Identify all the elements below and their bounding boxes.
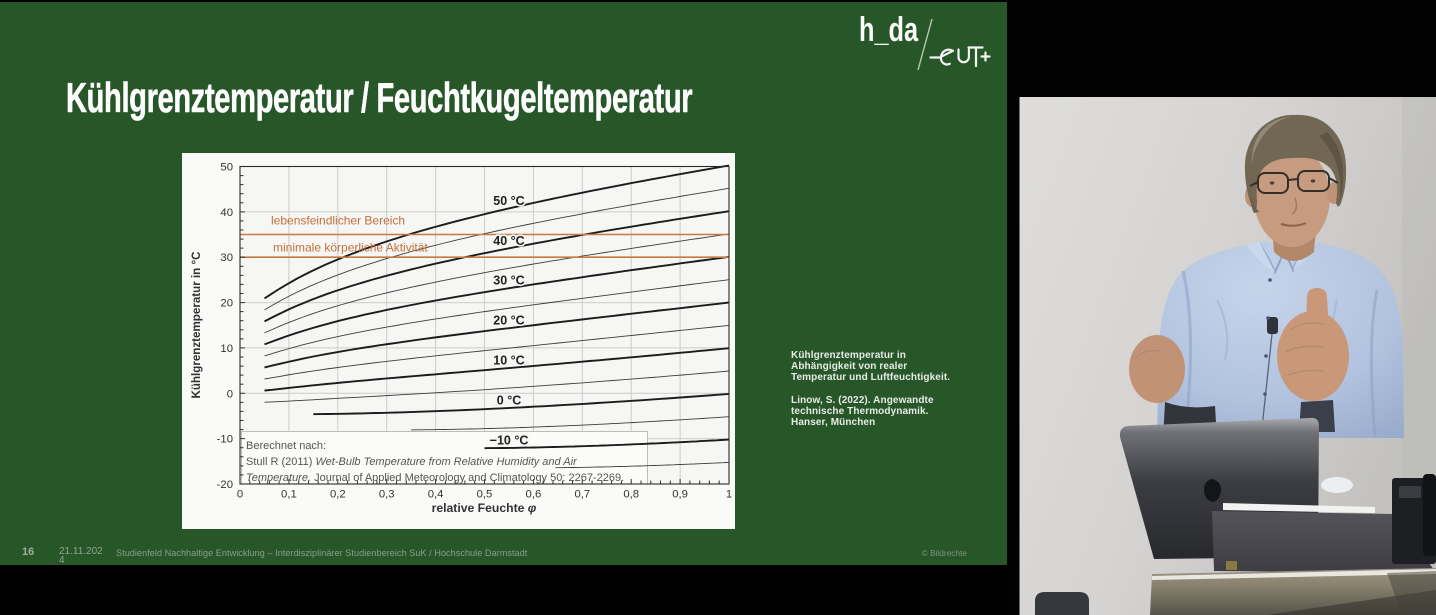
svg-text:Berechnet nach:: Berechnet nach: (246, 440, 326, 452)
svg-text:0: 0 (237, 489, 243, 501)
svg-text:50: 50 (220, 162, 233, 174)
svg-text:20: 20 (220, 298, 233, 310)
svg-text:Stull R (2011) Wet-Bulb Temper: Stull R (2011) Wet-Bulb Temperature from… (246, 456, 578, 468)
svg-text:0,1: 0,1 (281, 489, 297, 501)
svg-text:Kühlgrenztemperatur in °C: Kühlgrenztemperatur in °C (190, 251, 203, 399)
svg-text:0,3: 0,3 (379, 489, 395, 501)
svg-text:40: 40 (220, 207, 233, 219)
svg-text:1: 1 (726, 489, 732, 501)
svg-text:30 °C: 30 °C (493, 274, 524, 288)
svg-text:0,7: 0,7 (574, 489, 590, 501)
svg-text:0,2: 0,2 (330, 489, 346, 501)
svg-text:0,4: 0,4 (428, 489, 444, 501)
svg-text:0,6: 0,6 (526, 489, 542, 501)
svg-text:-20: -20 (217, 479, 233, 491)
svg-text:0,5: 0,5 (477, 489, 493, 501)
svg-text:relative Feuchte φ: relative Feuchte φ (432, 501, 537, 515)
svg-text:50 °C: 50 °C (493, 194, 524, 208)
svg-text:-10: -10 (217, 434, 233, 446)
svg-text:0: 0 (227, 388, 233, 400)
svg-text:minimale körperliche Aktivität: minimale körperliche Aktivität (273, 241, 428, 255)
svg-text:0 °C: 0 °C (497, 394, 521, 408)
svg-text:20 °C: 20 °C (493, 314, 524, 328)
svg-text:10: 10 (220, 343, 233, 355)
svg-text:40 °C: 40 °C (493, 234, 524, 248)
svg-text:−10 °C: −10 °C (490, 433, 529, 447)
svg-text:lebensfeindlicher Bereich: lebensfeindlicher Bereich (271, 214, 405, 228)
svg-text:30: 30 (220, 252, 233, 264)
svg-text:0,9: 0,9 (672, 489, 688, 501)
svg-text:10 °C: 10 °C (493, 354, 524, 368)
svg-text:Temperature. Journal of Applie: Temperature. Journal of Applied Meteorol… (246, 472, 624, 484)
svg-text:0,8: 0,8 (623, 489, 639, 501)
